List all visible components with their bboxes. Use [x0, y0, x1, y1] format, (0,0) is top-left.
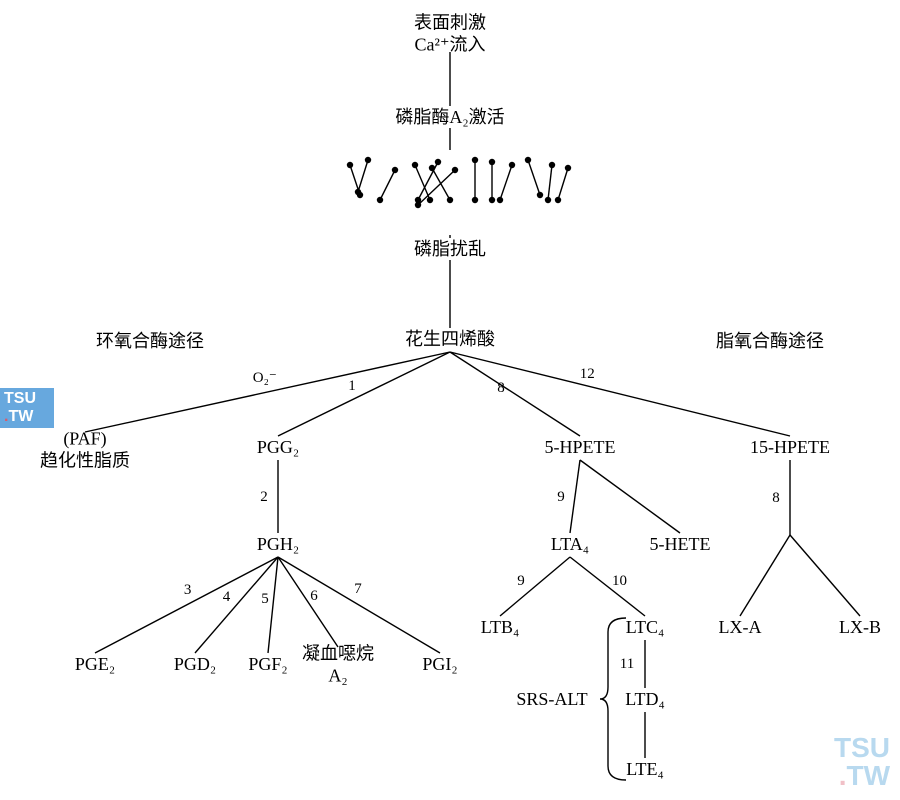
node-aa: 花生四烯酸 [405, 329, 495, 351]
node-pgf2: PGF₂ [248, 654, 287, 676]
edge-label: 11 [620, 655, 634, 673]
edge-label: O₂⁻ [253, 369, 277, 387]
edge-label: 8 [497, 379, 505, 397]
node-lxb: LX-B [839, 617, 881, 639]
node-ltb4: LTB₄ [481, 617, 520, 639]
watermark-right-line1: TSU [834, 732, 890, 763]
node-ltc4: LTC₄ [626, 617, 665, 639]
node-hpete5: 5-HPETE [545, 437, 616, 459]
node-pge2: PGE₂ [75, 654, 115, 676]
node-pgg2: PGG₂ [257, 437, 299, 459]
node-lxa: LX-A [719, 617, 762, 639]
node-pgh2: PGH₂ [257, 534, 299, 556]
node-tx: 凝血噁烷A₂ [302, 643, 374, 686]
edge-label: 8 [772, 489, 780, 507]
node-hpete15: 15-HPETE [750, 437, 830, 459]
node-cox_label: 环氧合酶途径 [96, 331, 204, 353]
watermark-left-line1: TSU [4, 390, 36, 407]
node-lte4: LTE₄ [626, 759, 664, 781]
watermark-left: TSU .TW [0, 388, 54, 428]
node-lox_label: 脂氧合酶途径 [716, 331, 824, 353]
node-srs: SRS-ALT [516, 689, 587, 711]
node-ltd4: LTD₄ [625, 689, 665, 711]
node-pla2: 磷脂酶A₂激活 [395, 107, 504, 129]
watermark-left-line2: TW [8, 408, 33, 425]
node-pgi2: PGI₂ [422, 654, 457, 676]
edge-label: 7 [354, 580, 362, 598]
node-lta4: LTA₄ [551, 534, 589, 556]
edge-label: 9 [557, 488, 565, 506]
edge-label: 9 [517, 572, 525, 590]
edge-label: 10 [612, 572, 627, 590]
node-stimulus: 表面刺激Ca²⁺流入 [414, 12, 486, 55]
edge-label: 6 [310, 587, 318, 605]
edge-label: 4 [223, 588, 231, 606]
watermark-right-line2: TW [846, 760, 890, 791]
edge-label: 12 [580, 365, 595, 383]
edge-label: 2 [260, 488, 268, 506]
node-paf: (PAF)趋化性脂质 [40, 428, 130, 471]
node-pgd2: PGD₂ [174, 654, 216, 676]
node-hete5: 5-HETE [650, 534, 711, 556]
edge-label: 1 [348, 377, 356, 395]
node-scramble_label: 磷脂扰乱 [414, 239, 486, 261]
edge-label: 5 [261, 590, 269, 608]
edge-label: 3 [184, 581, 192, 599]
watermark-right: TSU .TW [834, 734, 890, 790]
